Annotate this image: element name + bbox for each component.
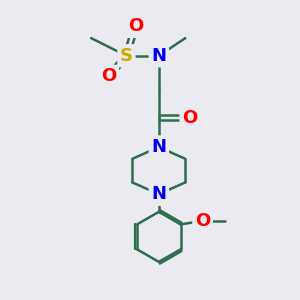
Text: N: N xyxy=(151,138,166,156)
Text: O: O xyxy=(195,212,210,230)
Text: O: O xyxy=(128,17,143,35)
Text: S: S xyxy=(120,47,133,65)
Text: O: O xyxy=(101,68,116,85)
Text: N: N xyxy=(151,47,166,65)
Text: N: N xyxy=(151,185,166,203)
Text: O: O xyxy=(182,109,197,127)
